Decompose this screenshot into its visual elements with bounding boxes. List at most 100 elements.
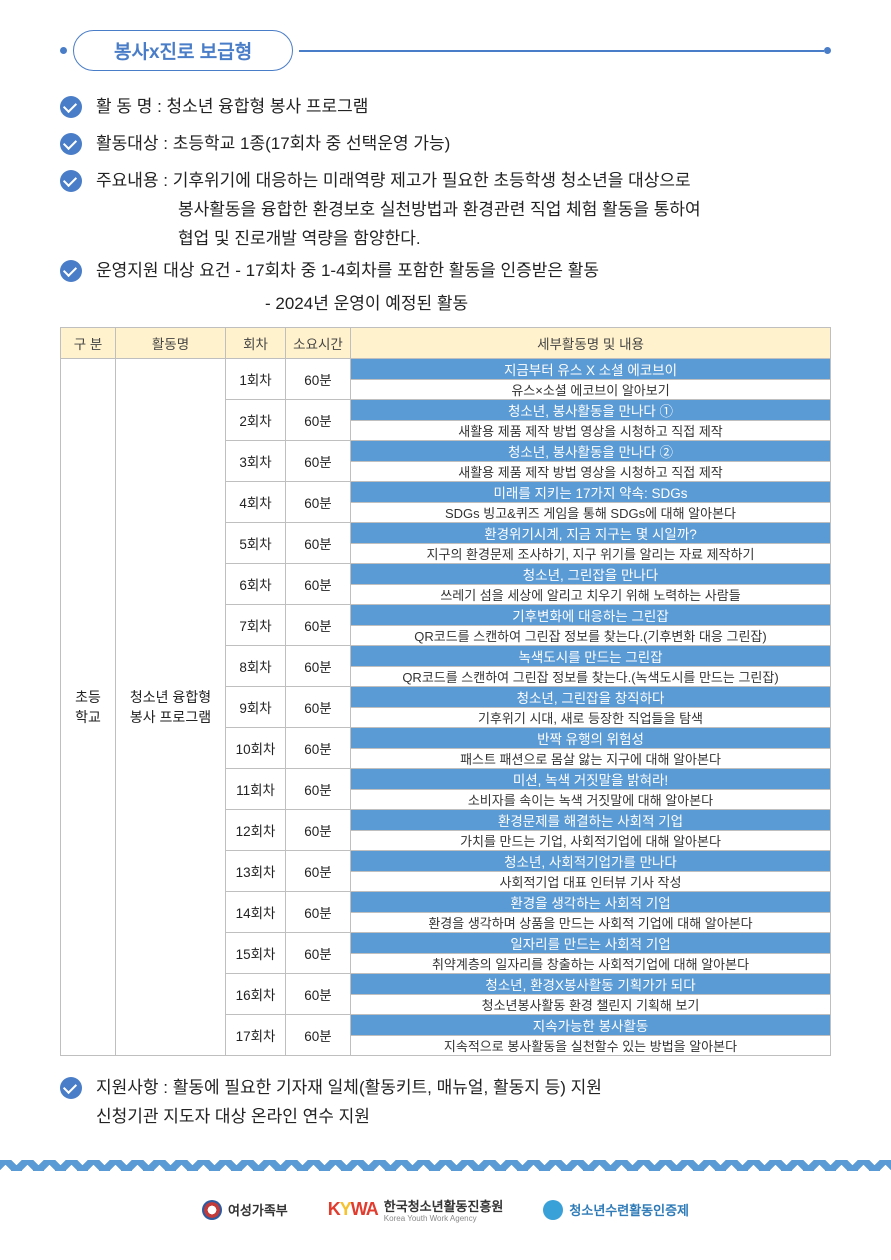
session-title-cell: 청소년, 환경X봉사활동 기획가가 되다 <box>351 974 831 995</box>
table-header-cell: 구 분 <box>61 328 116 359</box>
session-desc-cell: 패스트 패션으로 몸살 앓는 지구에 대해 알아본다 <box>351 749 831 769</box>
check-icon <box>60 133 82 155</box>
table-header-cell: 회차 <box>226 328 286 359</box>
sessions-table: 구 분활동명회차소요시간세부활동명 및 내용 초등학교청소년 융합형봉사 프로그… <box>60 327 831 1056</box>
session-number-cell: 2회차 <box>226 400 286 441</box>
kywa-text: 한국청소년활동진흥원 <box>384 1196 504 1215</box>
duration-cell: 60분 <box>286 769 351 810</box>
program-cell: 청소년 융합형봉사 프로그램 <box>116 359 226 1056</box>
item-main-content: 주요내용 : 기후위기에 대응하는 미래역량 제고가 필요한 초등학생 청소년을… <box>60 167 831 254</box>
mogef-icon <box>202 1200 222 1220</box>
session-number-cell: 11회차 <box>226 769 286 810</box>
session-title-cell: 기후변화에 대응하는 그린잡 <box>351 605 831 626</box>
duration-cell: 60분 <box>286 728 351 769</box>
footer-logo-kywa: KYWA 한국청소년활동진흥원 Korea Youth Work Agency <box>328 1196 504 1223</box>
session-number-cell: 12회차 <box>226 810 286 851</box>
session-number-cell: 7회차 <box>226 605 286 646</box>
session-desc-cell: 취약계층의 일자리를 창출하는 사회적기업에 대해 알아본다 <box>351 954 831 974</box>
session-desc-cell: 사회적기업 대표 인터뷰 기사 작성 <box>351 872 831 892</box>
item-activity-name: 활 동 명 : 청소년 융합형 봉사 프로그램 <box>60 93 831 122</box>
session-desc-cell: 새활용 제품 제작 방법 영상을 시청하고 직접 제작 <box>351 421 831 441</box>
table-header-cell: 활동명 <box>116 328 226 359</box>
session-number-cell: 17회차 <box>226 1015 286 1056</box>
session-desc-cell: 쓰레기 섬을 세상에 알리고 치우기 위해 노력하는 사람들 <box>351 585 831 605</box>
check-icon <box>60 96 82 118</box>
main-content-line2: 봉사활동을 융합한 환경보호 실천방법과 환경관련 직업 체험 활동을 통하여 <box>178 196 701 225</box>
session-desc-cell: 유스×소셜 에코브이 알아보기 <box>351 380 831 400</box>
session-title-cell: 일자리를 만드는 사회적 기업 <box>351 933 831 954</box>
duration-cell: 60분 <box>286 441 351 482</box>
footer-logo-mogef: 여성가족부 <box>202 1200 288 1220</box>
duration-cell: 60분 <box>286 523 351 564</box>
table-body: 초등학교청소년 융합형봉사 프로그램1회차60분지금부터 유스 X 소셜 에코브… <box>61 359 831 1056</box>
session-desc-cell: QR코드를 스캔하여 그린잡 정보를 찾는다.(녹색도시를 만드는 그린잡) <box>351 667 831 687</box>
mogef-text: 여성가족부 <box>228 1200 288 1219</box>
duration-cell: 60분 <box>286 933 351 974</box>
session-title-cell: 환경문제를 해결하는 사회적 기업 <box>351 810 831 831</box>
zigzag-divider <box>0 1160 891 1178</box>
cert-icon <box>543 1200 563 1220</box>
table-header-cell: 소요시간 <box>286 328 351 359</box>
session-title-cell: 청소년, 그린잡을 만나다 <box>351 564 831 585</box>
duration-cell: 60분 <box>286 359 351 400</box>
title-line <box>299 50 824 52</box>
support-line1: 지원사항 : 활동에 필요한 기자재 일체(활동키트, 매뉴얼, 활동지 등) … <box>96 1074 602 1103</box>
duration-cell: 60분 <box>286 605 351 646</box>
support-line2: 신청기관 지도자 대상 온라인 연수 지원 <box>96 1103 602 1132</box>
session-desc-cell: QR코드를 스캔하여 그린잡 정보를 찾는다.(기후변화 대응 그린잡) <box>351 626 831 646</box>
session-number-cell: 3회차 <box>226 441 286 482</box>
table-header-cell: 세부활동명 및 내용 <box>351 328 831 359</box>
session-title-cell: 청소년, 봉사활동을 만나다 ② <box>351 441 831 462</box>
check-icon <box>60 1077 82 1099</box>
item-activity-target: 활동대상 : 초등학교 1종(17회차 중 선택운영 가능) <box>60 130 831 159</box>
session-title-cell: 청소년, 사회적기업가를 만나다 <box>351 851 831 872</box>
session-number-cell: 14회차 <box>226 892 286 933</box>
session-number-cell: 4회차 <box>226 482 286 523</box>
session-title-cell: 녹색도시를 만드는 그린잡 <box>351 646 831 667</box>
session-title-cell: 환경위기시계, 지금 지구는 몇 시일까? <box>351 523 831 544</box>
session-title-cell: 환경을 생각하는 사회적 기업 <box>351 892 831 913</box>
line-dot-left <box>60 47 67 54</box>
session-desc-cell: 새활용 제품 제작 방법 영상을 시청하고 직접 제작 <box>351 462 831 482</box>
line-dot-right <box>824 47 831 54</box>
requirements-line1: 운영지원 대상 요건 - 17회차 중 1-4회차를 포함한 활동을 인증받은 … <box>96 257 599 286</box>
session-title-cell: 미래를 지키는 17가지 약속: SDGs <box>351 482 831 503</box>
main-content-line3: 협업 및 진로개발 역량을 함양한다. <box>178 225 701 254</box>
duration-cell: 60분 <box>286 892 351 933</box>
duration-cell: 60분 <box>286 400 351 441</box>
session-desc-cell: 환경을 생각하며 상품을 만드는 사회적 기업에 대해 알아본다 <box>351 913 831 933</box>
session-title-cell: 청소년, 봉사활동을 만나다 ① <box>351 400 831 421</box>
table-head: 구 분활동명회차소요시간세부활동명 및 내용 <box>61 328 831 359</box>
session-title-cell: 미션, 녹색 거짓말을 밝혀라! <box>351 769 831 790</box>
session-number-cell: 8회차 <box>226 646 286 687</box>
activity-target-text: 활동대상 : 초등학교 1종(17회차 중 선택운영 가능) <box>96 130 450 159</box>
kywa-sub: Korea Youth Work Agency <box>384 1215 477 1223</box>
session-number-cell: 10회차 <box>226 728 286 769</box>
duration-cell: 60분 <box>286 646 351 687</box>
item-support: 지원사항 : 활동에 필요한 기자재 일체(활동키트, 매뉴얼, 활동지 등) … <box>60 1074 831 1132</box>
duration-cell: 60분 <box>286 687 351 728</box>
activity-name-text: 활 동 명 : 청소년 융합형 봉사 프로그램 <box>96 93 368 122</box>
duration-cell: 60분 <box>286 974 351 1015</box>
group-cell: 초등학교 <box>61 359 116 1056</box>
page-category-title: 봉사x진로 보급형 <box>73 30 293 71</box>
session-title-cell: 지속가능한 봉사활동 <box>351 1015 831 1036</box>
session-title-cell: 반짝 유행의 위험성 <box>351 728 831 749</box>
session-title-cell: 청소년, 그린잡을 창직하다 <box>351 687 831 708</box>
duration-cell: 60분 <box>286 482 351 523</box>
session-desc-cell: 기후위기 시대, 새로 등장한 직업들을 탐색 <box>351 708 831 728</box>
table-row: 초등학교청소년 융합형봉사 프로그램1회차60분지금부터 유스 X 소셜 에코브… <box>61 359 831 380</box>
session-desc-cell: 지구의 환경문제 조사하기, 지구 위기를 알리는 자료 제작하기 <box>351 544 831 564</box>
session-desc-cell: 가치를 만드는 기업, 사회적기업에 대해 알아본다 <box>351 831 831 851</box>
footer: 여성가족부 KYWA 한국청소년활동진흥원 Korea Youth Work A… <box>0 1178 891 1245</box>
session-title-cell: 지금부터 유스 X 소셜 에코브이 <box>351 359 831 380</box>
session-number-cell: 13회차 <box>226 851 286 892</box>
duration-cell: 60분 <box>286 851 351 892</box>
requirements-line2: - 2024년 운영이 예정된 활동 <box>265 290 831 319</box>
check-icon <box>60 260 82 282</box>
main-content-line1: 주요내용 : 기후위기에 대응하는 미래역량 제고가 필요한 초등학생 청소년을… <box>96 167 701 196</box>
footer-logo-cert: 청소년수련활동인증제 <box>543 1200 689 1220</box>
item-requirements: 운영지원 대상 요건 - 17회차 중 1-4회차를 포함한 활동을 인증받은 … <box>60 257 831 286</box>
session-desc-cell: SDGs 빙고&퀴즈 게임을 통해 SDGs에 대해 알아본다 <box>351 503 831 523</box>
duration-cell: 60분 <box>286 564 351 605</box>
